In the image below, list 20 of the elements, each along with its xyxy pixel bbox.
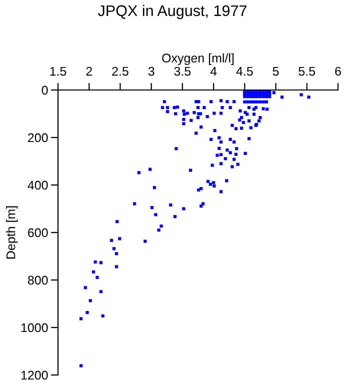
y-axis-title: Depth [m] — [6, 206, 18, 259]
y-tick-label: 400 — [28, 180, 48, 190]
x-tick-label: 3 — [148, 66, 154, 76]
y-tick-label: 200 — [28, 133, 48, 142]
x-tick-label: 3.5 — [174, 66, 191, 76]
chart-title: JPQX in August, 1977 — [98, 4, 246, 20]
x-tick-label: 2 — [86, 66, 92, 76]
x-tick-label: 5 — [272, 67, 279, 76]
y-tick-label: 800 — [28, 276, 48, 285]
x-tick-label: 4.5 — [236, 67, 253, 76]
x-tick-label: 1.5 — [50, 67, 66, 76]
y-tick-label: 1200 — [21, 370, 48, 380]
y-tick-label: 600 — [28, 228, 48, 238]
x-tick-label: 6 — [335, 66, 341, 76]
y-tick-label: 1000 — [21, 323, 48, 332]
x-axis-title: Oxygen [ml/l] — [162, 53, 234, 65]
x-tick-label: 2.5 — [112, 66, 128, 76]
x-tick-label: 4 — [210, 67, 217, 76]
x-tick-label: 5.5 — [298, 67, 316, 76]
y-tick-label: 0 — [42, 86, 48, 95]
